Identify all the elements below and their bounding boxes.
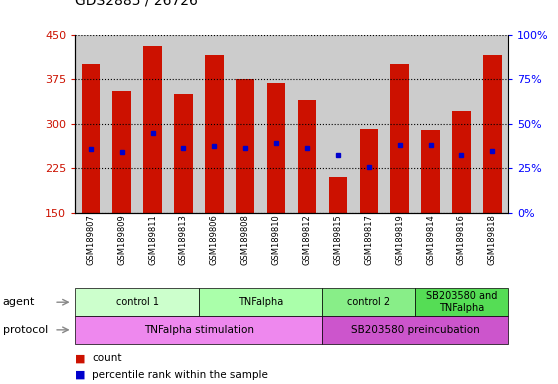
Text: ■: ■ xyxy=(75,353,86,363)
Bar xyxy=(359,129,378,213)
Bar xyxy=(81,65,100,213)
Bar xyxy=(452,111,471,213)
Bar xyxy=(137,35,168,213)
Text: GDS2885 / 26726: GDS2885 / 26726 xyxy=(75,0,198,8)
Text: percentile rank within the sample: percentile rank within the sample xyxy=(92,370,268,380)
Bar xyxy=(415,35,446,213)
Bar xyxy=(483,55,502,213)
Bar xyxy=(391,65,409,213)
Bar xyxy=(230,35,261,213)
Bar xyxy=(205,55,224,213)
Bar xyxy=(298,100,316,213)
Bar xyxy=(112,91,131,213)
Bar xyxy=(106,35,137,213)
Text: control 1: control 1 xyxy=(116,297,158,307)
Text: agent: agent xyxy=(3,297,35,307)
Text: protocol: protocol xyxy=(3,325,48,335)
Text: TNFalpha: TNFalpha xyxy=(238,297,283,307)
Bar xyxy=(446,35,477,213)
Text: SB203580 and
TNFalpha: SB203580 and TNFalpha xyxy=(426,291,497,313)
Bar xyxy=(199,35,230,213)
Bar xyxy=(261,35,292,213)
Bar xyxy=(75,35,106,213)
Bar xyxy=(323,35,353,213)
Bar xyxy=(292,35,323,213)
Text: count: count xyxy=(92,353,122,363)
Text: control 2: control 2 xyxy=(347,297,391,307)
Bar xyxy=(267,83,285,213)
Bar xyxy=(174,94,193,213)
Bar xyxy=(168,35,199,213)
Text: ■: ■ xyxy=(75,370,86,380)
Text: TNFalpha stimulation: TNFalpha stimulation xyxy=(144,325,254,335)
Bar xyxy=(236,79,254,213)
Bar xyxy=(384,35,415,213)
Bar xyxy=(329,177,347,213)
Bar xyxy=(421,130,440,213)
Text: SB203580 preincubation: SB203580 preincubation xyxy=(351,325,479,335)
Bar xyxy=(143,46,162,213)
Bar xyxy=(477,35,508,213)
Bar xyxy=(353,35,384,213)
